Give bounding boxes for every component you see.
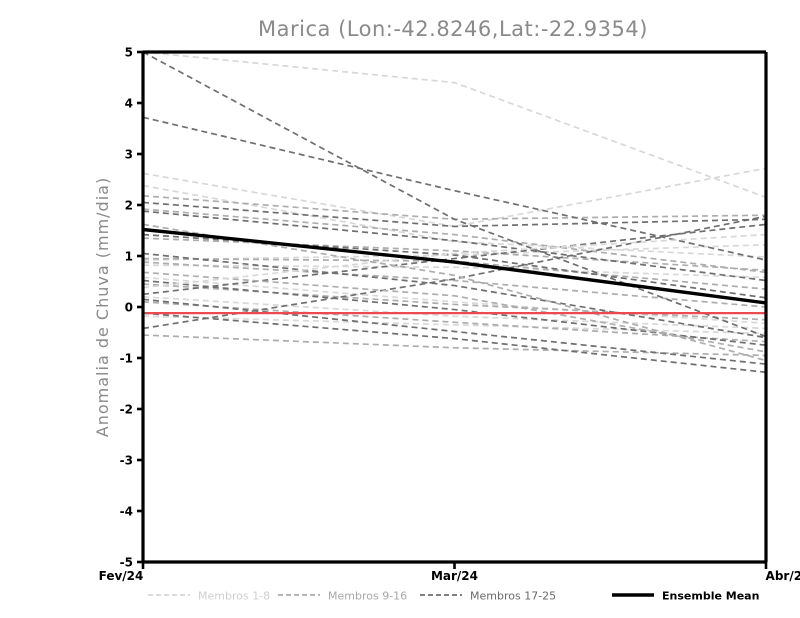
member-line-path bbox=[143, 264, 766, 279]
member-line-path bbox=[143, 271, 766, 353]
ensemble-mean-line bbox=[143, 227, 766, 305]
member-line-path bbox=[143, 201, 766, 228]
member-line-path bbox=[143, 52, 766, 199]
chart-legend: Membros 1-8 Membros 9-16 Membros 17-25 Ense… bbox=[148, 590, 759, 603]
y-tick-label: 4 bbox=[125, 97, 133, 111]
y-tick-label: -3 bbox=[120, 454, 133, 468]
member-line-path bbox=[143, 52, 766, 338]
ensemble-mean-path bbox=[143, 227, 766, 305]
member-line-path bbox=[143, 301, 766, 343]
x-tick-label: Mar/24 bbox=[431, 569, 478, 583]
data-series-layer bbox=[143, 52, 766, 374]
member-line-path bbox=[143, 312, 766, 374]
y-tick-label: 1 bbox=[125, 250, 133, 264]
legend-item-label: Membros 17-25 bbox=[470, 590, 556, 603]
legend-item-label: Ensemble Mean bbox=[662, 590, 759, 603]
y-tick-label: -4 bbox=[120, 505, 133, 519]
member-line-path bbox=[143, 295, 766, 330]
x-axis-ticks: Fev/24 Mar/24 Abr/24 bbox=[99, 562, 800, 583]
member-line-path bbox=[143, 223, 766, 296]
legend-item-label: Membros 9-16 bbox=[328, 590, 407, 603]
y-tick-label: 0 bbox=[125, 301, 133, 315]
member-line-path bbox=[143, 237, 766, 272]
member-line-path bbox=[143, 210, 766, 282]
y-tick-label: 3 bbox=[125, 148, 133, 162]
member-line-path bbox=[143, 298, 766, 365]
x-tick-label: Abr/24 bbox=[766, 569, 800, 583]
member-line-path bbox=[143, 208, 766, 274]
member-line-path bbox=[143, 252, 766, 339]
y-axis-label: Anomalia de Chuva (mm/dia) bbox=[93, 177, 112, 437]
member-line-path bbox=[143, 215, 766, 330]
chart-title: Marica (Lon:-42.8246,Lat:-22.9354) bbox=[258, 17, 648, 41]
y-tick-label: 5 bbox=[125, 46, 133, 60]
member-line-path bbox=[143, 334, 766, 357]
y-tick-label: 2 bbox=[125, 199, 133, 213]
member-line-path bbox=[143, 276, 766, 325]
member-line-path bbox=[143, 315, 766, 335]
y-tick-label: -1 bbox=[120, 352, 133, 366]
member-line-path bbox=[143, 116, 766, 261]
y-axis-ticks: 5 4 3 2 1 0 -1 -2 -3 -4 -5 bbox=[120, 46, 143, 570]
y-tick-label: -5 bbox=[120, 556, 133, 570]
member-line-path bbox=[143, 233, 766, 289]
y-tick-label: -2 bbox=[120, 403, 133, 417]
x-tick-label: Fev/24 bbox=[99, 569, 144, 583]
legend-item-label: Membros 1-8 bbox=[198, 590, 270, 603]
